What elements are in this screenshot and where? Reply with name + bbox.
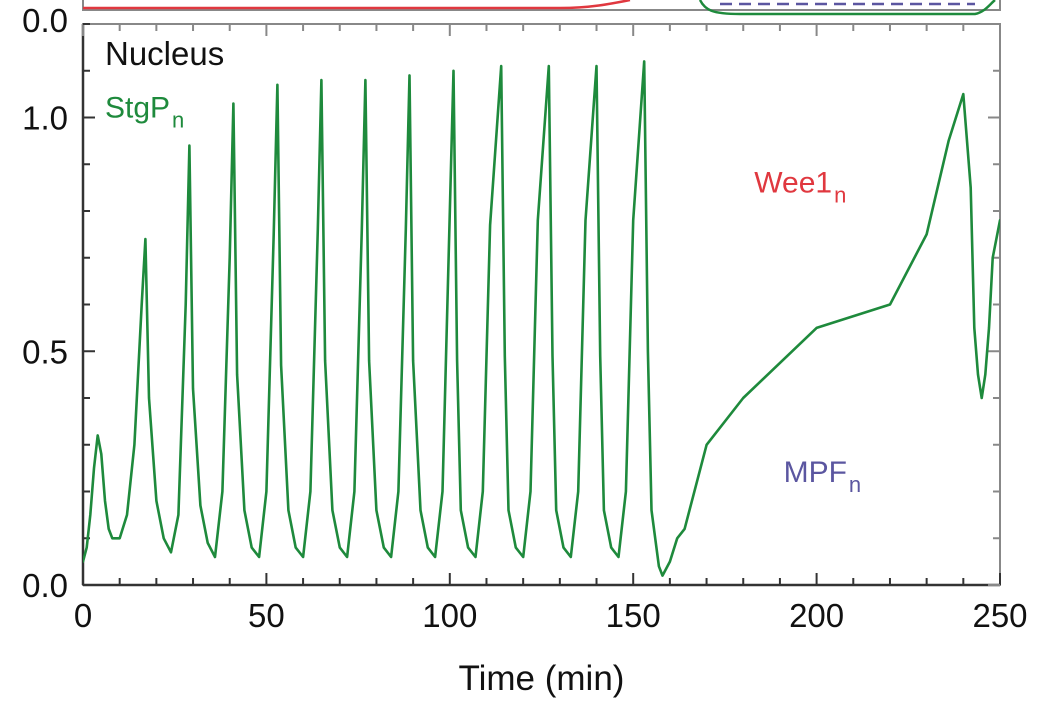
y-tick-label: 0.5	[22, 333, 68, 370]
x-tick-label: 50	[248, 597, 285, 634]
series-label-subscript: n	[172, 108, 184, 133]
top-panel-stg-trace	[698, 0, 996, 16]
x-axis-title: Time (min)	[459, 659, 625, 698]
top-panel-wee-trace	[83, 0, 631, 10]
y-tick-label: 1.0	[22, 100, 68, 137]
series-label-subscript: n	[849, 472, 861, 497]
series-label-wee: Wee1n	[754, 166, 846, 207]
top-panel-frame	[82, 0, 1001, 11]
series-label-subscript: n	[834, 182, 846, 207]
x-tick-label: 100	[422, 597, 477, 634]
x-tick-label: 200	[789, 597, 844, 634]
y-tick-label: 0.0	[22, 567, 68, 604]
top-panel-tick-label: 0.0	[22, 2, 68, 39]
series-line-stg	[83, 60, 1000, 577]
series-label-stg: StgPn	[105, 92, 184, 133]
x-tick-label: 150	[606, 597, 661, 634]
top-panel: 0.0	[22, 0, 1001, 39]
panel-title: Nucleus	[105, 35, 224, 72]
series-label-mpf: MPFn	[784, 456, 862, 497]
x-tick-label: 0	[74, 597, 92, 634]
x-tick-label: 250	[972, 597, 1027, 634]
